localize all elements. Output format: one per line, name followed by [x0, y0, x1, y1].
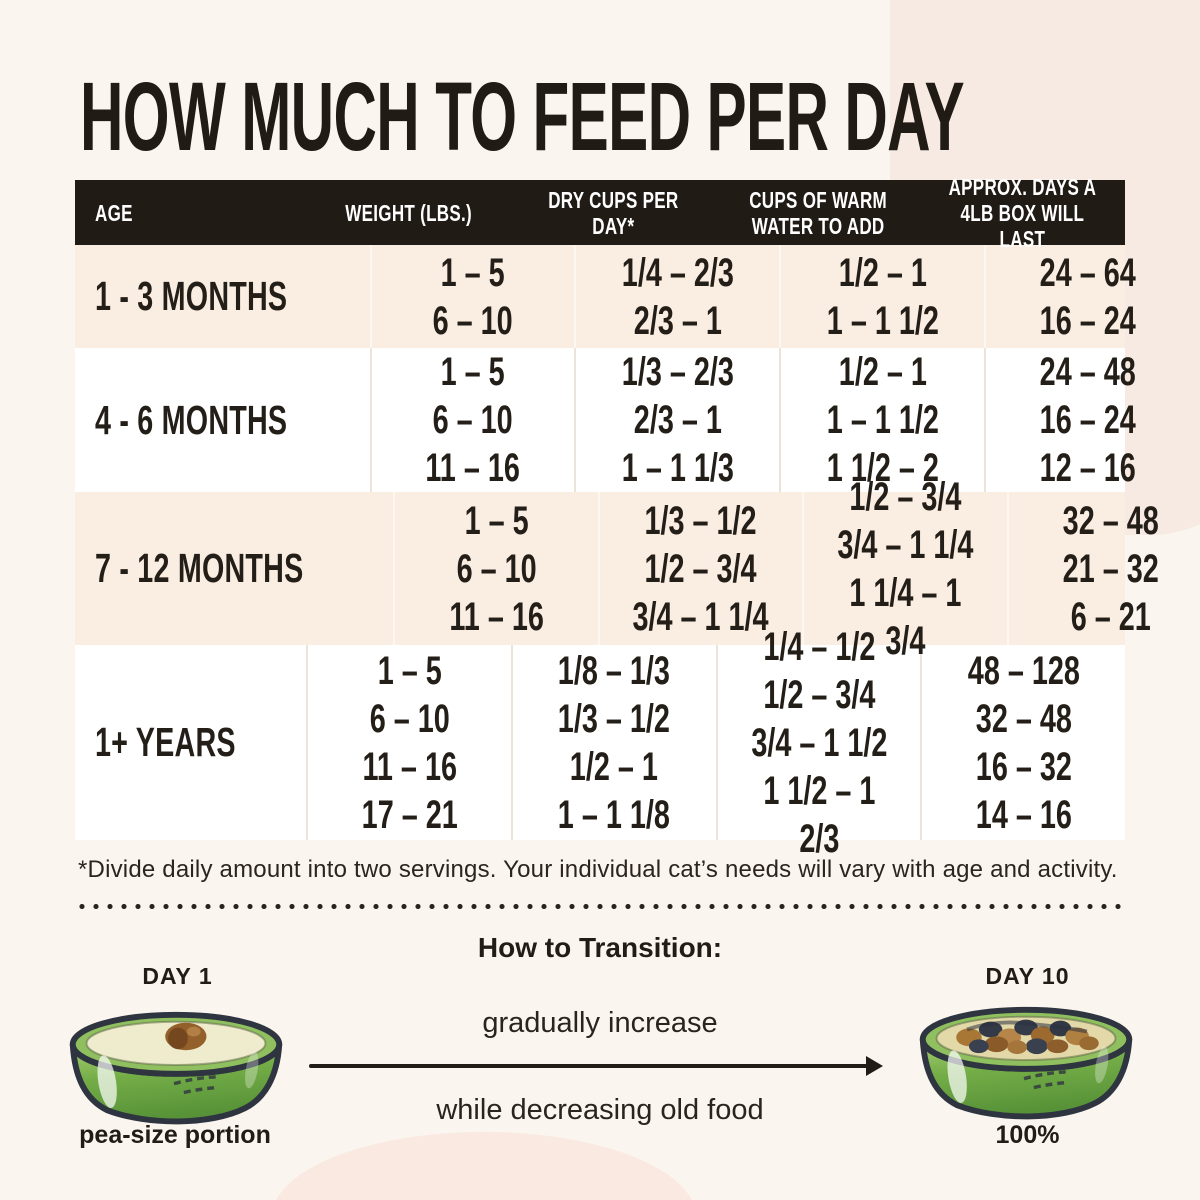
- feeding-table: AGE WEIGHT (LBS.) DRY CUPS PER DAY* CUPS…: [75, 174, 1158, 861]
- cell-days: 48 – 128 32 – 48 16 – 32 14 – 16: [920, 645, 1125, 840]
- transition-arrow-icon: [309, 1056, 883, 1076]
- cell-dry-cups: 1/3 – 1/2 1/2 – 3/4 3/4 – 1 1/4: [597, 492, 803, 645]
- cell-weight: 1 – 5 6 – 10 11 – 16: [369, 348, 575, 492]
- table-row-4-6-months: 4 - 6 MONTHS 1 – 5 6 – 10 11 – 16 1/3 – …: [75, 348, 1135, 492]
- header-cell-age: AGE: [95, 199, 133, 226]
- table-row-1-plus-years: 1+ YEARS 1 – 5 6 – 10 11 – 16 17 – 21 1/…: [75, 625, 1125, 861]
- serving-footnote: *Divide daily amount into two servings. …: [78, 856, 1118, 883]
- header-cell-dry-cups: DRY CUPS PER DAY*: [547, 186, 679, 239]
- day-1-label: DAY 1: [142, 963, 213, 989]
- food-bowl-day10-icon: [919, 1006, 1133, 1120]
- day1-caption: pea-size portion: [79, 1121, 271, 1149]
- table-row-7-12-months: 7 - 12 MONTHS 1 – 5 6 – 10 11 – 16 1/3 –…: [75, 475, 1158, 663]
- cell-weight: 1 – 5 6 – 10 11 – 16 17 – 21: [306, 645, 511, 840]
- cell-water: 1/2 – 3/4 3/4 – 1 1/4 1 1/4 – 1 3/4: [802, 475, 1007, 663]
- food-bowl-day1-icon: [69, 1011, 283, 1125]
- cell-days: 24 – 64 16 – 24: [983, 245, 1189, 348]
- cell-water: 1/2 – 1 1 – 1 1/2 1 1/2 – 2: [779, 348, 984, 492]
- header-cell-water: CUPS OF WARM WATER TO ADD: [748, 186, 887, 239]
- cell-days: 32 – 48 21 – 32 6 – 21: [1007, 492, 1200, 645]
- cell-weight: 1 – 5 6 – 10: [369, 245, 575, 348]
- cell-age: 4 - 6 MONTHS: [95, 396, 288, 443]
- cell-water: 1/2 – 1 1 – 1 1/2: [779, 245, 984, 348]
- day10-caption: 100%: [995, 1121, 1060, 1149]
- cell-weight: 1 – 5 6 – 10 11 – 16: [392, 492, 598, 645]
- table-row-1-3-months: 1 - 3 MONTHS 1 – 5 6 – 10 1/4 – 2/3 2/3 …: [75, 245, 1135, 348]
- table-header-row: AGE WEIGHT (LBS.) DRY CUPS PER DAY* CUPS…: [75, 174, 1125, 252]
- arrow-bottom-text: while decreasing old food: [436, 1094, 764, 1126]
- header-cell-weight: WEIGHT (LBS.): [344, 199, 472, 226]
- cell-days: 24 – 48 16 – 24 12 – 16: [983, 348, 1189, 492]
- cell-dry-cups: 1/8 – 1/3 1/3 – 1/2 1/2 – 1 1 – 1 1/8: [510, 645, 716, 840]
- page-title: HOW MUCH TO FEED PER DAY: [80, 68, 1200, 165]
- dotted-divider: [75, 903, 1125, 910]
- header-cell-days: APPROX. DAYS A 4LB BOX WILL LAST: [948, 173, 1097, 252]
- transition-heading: How to Transition:: [477, 932, 723, 963]
- day-10-label: DAY 10: [985, 963, 1070, 989]
- cell-age: 1+ YEARS: [95, 719, 236, 765]
- background-blob-bottom: [272, 1132, 696, 1200]
- cell-water: 1/4 – 1/2 1/2 – 3/4 3/4 – 1 1/2 1 1/2 – …: [715, 625, 921, 861]
- arrow-top-text: gradually increase: [482, 1007, 718, 1039]
- cell-age: 7 - 12 MONTHS: [95, 545, 304, 591]
- page-title-text: HOW MUCH TO FEED PER DAY: [80, 62, 965, 171]
- cell-dry-cups: 1/4 – 2/3 2/3 – 1: [574, 245, 779, 348]
- cell-dry-cups: 1/3 – 2/3 2/3 – 1 1 – 1 1/3: [574, 348, 779, 492]
- cell-age: 1 - 3 MONTHS: [95, 273, 288, 319]
